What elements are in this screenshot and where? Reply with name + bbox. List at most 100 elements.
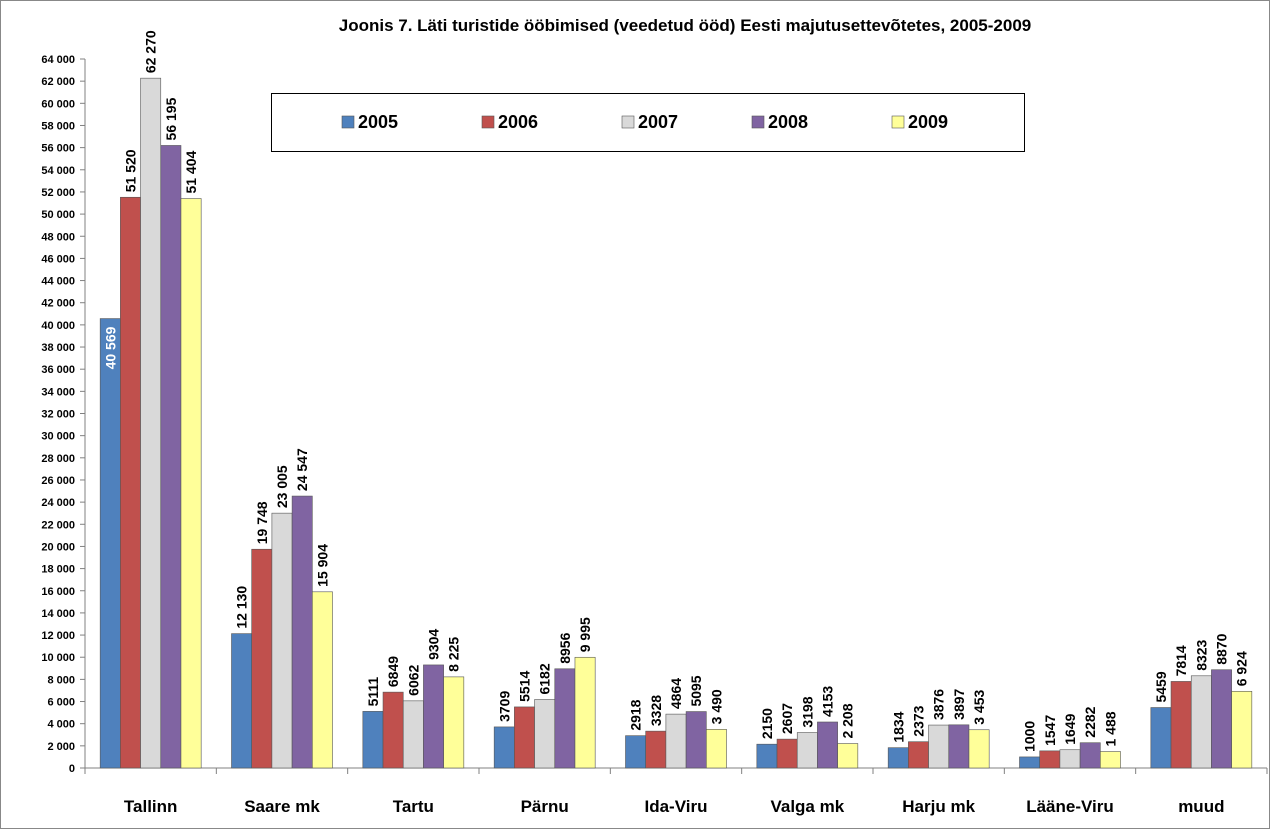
x-tick-label: muud <box>1178 797 1224 816</box>
bar-2009-8 <box>1231 690 1253 769</box>
bar-2005-5 <box>756 743 778 769</box>
y-tick-label: 34 000 <box>41 386 75 398</box>
data-label: 3709 <box>496 691 512 722</box>
data-label: 1547 <box>1042 715 1058 746</box>
data-label: 3 453 <box>971 689 987 724</box>
data-label: 40 569 <box>102 326 118 369</box>
data-label: 3897 <box>951 688 967 719</box>
data-label: 1 488 <box>1102 711 1118 746</box>
y-tick-label: 50 000 <box>41 209 75 221</box>
y-tick-label: 6 000 <box>47 697 75 709</box>
data-label: 7814 <box>1173 645 1189 676</box>
data-label: 5111 <box>365 677 381 707</box>
y-axis: 0 2 000 4 000 6 000 8 000 10 000 12 000 14 000 1… <box>41 54 86 775</box>
data-label: 19 748 <box>254 501 270 544</box>
y-tick-label: 44 000 <box>41 276 75 288</box>
y-tick-label: 10 000 <box>41 652 75 664</box>
bar-2008-7 <box>1079 742 1101 769</box>
y-tick-label: 20 000 <box>41 541 75 553</box>
data-label: 56 195 <box>163 97 179 140</box>
bar-2005-6 <box>887 747 909 769</box>
bar-2008-2 <box>423 664 444 769</box>
bar-2009-2 <box>443 676 465 769</box>
y-tick-label: 42 000 <box>41 298 75 310</box>
data-label: 2373 <box>910 705 926 736</box>
bar-2009-0 <box>180 198 202 769</box>
y-tick-label: 48 000 <box>41 231 75 243</box>
bar-2008-4 <box>685 711 707 769</box>
data-label: 5095 <box>688 675 704 706</box>
bar-2008-1 <box>291 495 313 769</box>
data-label: 8323 <box>1193 639 1209 670</box>
bar-2007-4 <box>665 713 687 769</box>
data-label: 51 404 <box>183 151 199 194</box>
y-tick-label: 12 000 <box>41 630 75 642</box>
bar-2006-6 <box>908 741 929 769</box>
x-tick-label: Pärnu <box>521 797 569 816</box>
bar-2005-1 <box>231 633 253 769</box>
bar-2007-0 <box>140 77 162 769</box>
data-label: 2282 <box>1082 706 1098 737</box>
bar-2008-0 <box>160 145 182 769</box>
bar-2005-7 <box>1019 756 1041 769</box>
data-label: 5514 <box>516 671 532 702</box>
y-tick-label: 32 000 <box>41 409 75 421</box>
data-label: 12 130 <box>234 586 250 629</box>
bar-2006-7 <box>1039 750 1061 769</box>
legend-swatch-2007 <box>621 115 635 129</box>
bar-2008-3 <box>554 668 576 769</box>
bar-2007-5 <box>796 732 818 769</box>
bar-2007-1 <box>271 512 293 769</box>
data-label: 3198 <box>799 696 815 727</box>
bar-2009-5 <box>837 743 859 769</box>
legend: 2005 2006 2007 2008 2009 <box>271 93 1025 152</box>
y-tick-label: 60 000 <box>41 98 75 110</box>
x-tick-label: Lääne-Viru <box>1026 797 1114 816</box>
legend-label-2005: 2005 <box>358 112 398 132</box>
bar-2006-1 <box>251 548 273 769</box>
y-tick-label: 40 000 <box>41 320 75 332</box>
legend-label-2006: 2006 <box>498 112 538 132</box>
x-tick-label: Ida-Viru <box>645 797 708 816</box>
bar-2006-4 <box>645 730 667 769</box>
bar-2008-5 <box>817 721 838 769</box>
legend-swatch-2006 <box>481 115 495 129</box>
data-label: 6 924 <box>1234 651 1250 686</box>
y-tick-label: 62 000 <box>41 76 75 88</box>
data-label: 5459 <box>1153 671 1169 702</box>
y-tick-label: 52 000 <box>41 187 75 199</box>
y-tick-label: 28 000 <box>41 453 75 465</box>
y-tick-label: 46 000 <box>41 253 75 265</box>
bar-2007-8 <box>1190 675 1212 769</box>
x-tick-label: Harju mk <box>902 797 975 816</box>
y-tick-label: 64 000 <box>41 54 75 66</box>
bar-2005-0 <box>99 318 121 769</box>
y-tick-label: 24 000 <box>41 497 75 509</box>
legend-label-2007: 2007 <box>638 112 678 132</box>
legend-label-2009: 2009 <box>908 112 948 132</box>
data-label: 3 490 <box>708 689 724 724</box>
bar-2009-4 <box>705 729 727 769</box>
y-tick-label: 14 000 <box>41 608 75 620</box>
data-label: 6849 <box>385 656 401 687</box>
y-tick-label: 8 000 <box>47 674 75 686</box>
data-label: 1649 <box>1062 713 1078 744</box>
data-label: 3876 <box>931 689 947 720</box>
x-tick-label: Tartu <box>393 797 434 816</box>
bar-2007-2 <box>402 700 424 769</box>
data-label: 51 520 <box>122 149 138 192</box>
data-label: 8956 <box>557 632 573 663</box>
y-tick-label: 18 000 <box>41 564 75 576</box>
bar-2009-3 <box>574 656 596 769</box>
bar-2009-1 <box>311 591 333 769</box>
y-tick-label: 4 000 <box>47 719 75 731</box>
x-tick-label: Saare mk <box>244 797 320 816</box>
x-tick-label: Tallinn <box>124 797 178 816</box>
data-label: 6182 <box>537 663 553 694</box>
legend-label-2008: 2008 <box>768 112 808 132</box>
data-label: 6062 <box>405 664 421 695</box>
legend-swatch-2008 <box>751 115 765 129</box>
